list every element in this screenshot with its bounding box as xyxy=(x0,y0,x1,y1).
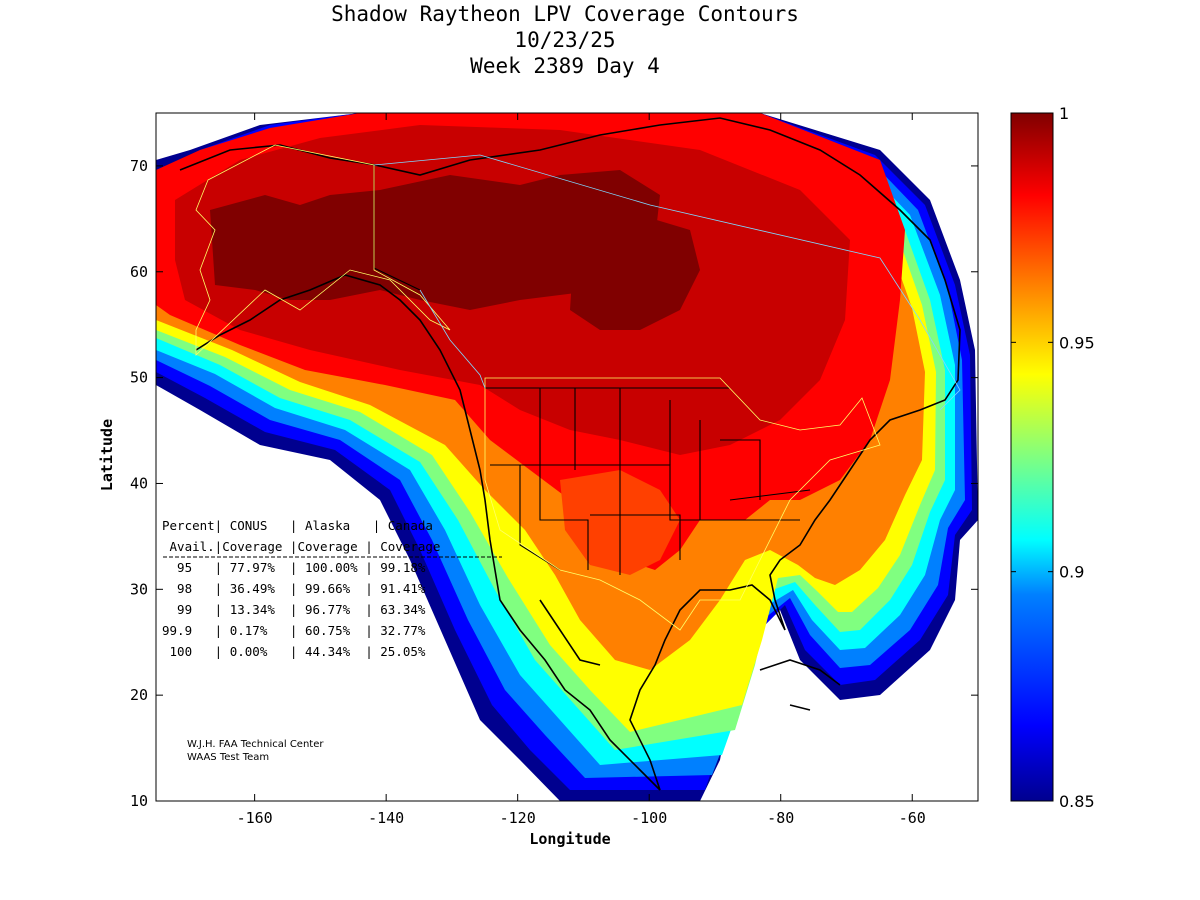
contour-1.0 xyxy=(210,170,660,310)
credit-line-2: WAAS Test Team xyxy=(187,752,269,763)
credit-line-1: W.J.H. FAA Technical Center xyxy=(187,739,324,750)
y-tick-label: 30 xyxy=(130,580,148,598)
contour-1.0-east xyxy=(570,215,700,330)
table-row: 99.9 | 0.17% | 60.75% | 32.77% xyxy=(162,623,426,638)
colorbar-tick-label: 0.9 xyxy=(1059,563,1084,582)
y-axis: 10 20 30 40 50 60 70 xyxy=(130,157,978,810)
colorbar-tick-label: 1 xyxy=(1059,104,1069,123)
coastlines xyxy=(179,117,961,791)
table-row: 99 | 13.34% | 96.77% | 63.34% xyxy=(162,602,426,617)
table-row: 95 | 77.97% | 100.00% | 99.18% xyxy=(162,560,426,575)
x-tick-label: -100 xyxy=(631,809,667,827)
coverage-contours xyxy=(156,113,978,801)
x-tick-label: -120 xyxy=(500,809,536,827)
x-tick-label: -80 xyxy=(767,809,794,827)
y-tick-label: 70 xyxy=(130,157,148,175)
title-week: Week 2389 Day 4 xyxy=(470,54,660,78)
title-date: 10/23/25 xyxy=(514,28,616,52)
title-line-1: Shadow Raytheon LPV Coverage Contours xyxy=(331,2,799,26)
fir-outlines xyxy=(373,154,961,411)
y-tick-label: 40 xyxy=(130,474,148,492)
x-tick-label: -140 xyxy=(368,809,404,827)
y-tick-label: 20 xyxy=(130,686,148,704)
x-tick-label: -160 xyxy=(237,809,273,827)
table-header-1: Percent| CONUS | Alaska | Canada xyxy=(162,518,433,533)
colorbar xyxy=(1010,112,1054,802)
table-header-2: Avail.|Coverage |Coverage | Coverage xyxy=(162,539,440,554)
y-axis-label: Latitude xyxy=(98,419,116,491)
colorbar-tick-label: 0.85 xyxy=(1059,792,1095,811)
table-row: 100 | 0.00% | 44.34% | 25.05% xyxy=(162,644,426,659)
colorbar-ticks: 1 0.95 0.9 0.85 xyxy=(1011,104,1095,811)
x-axis-label: Longitude xyxy=(529,830,610,848)
y-tick-label: 50 xyxy=(130,369,148,387)
y-tick-label: 60 xyxy=(130,263,148,281)
coverage-table: Percent| CONUS | Alaska | Canada Avail.|… xyxy=(162,518,502,659)
y-tick-label: 10 xyxy=(130,792,148,810)
region-outlines xyxy=(195,144,881,631)
x-tick-label: -60 xyxy=(899,809,926,827)
plot-frame xyxy=(155,112,979,802)
x-axis: -160 -140 -120 -100 -80 -60 xyxy=(237,113,926,827)
colorbar-tick-label: 0.95 xyxy=(1059,333,1095,352)
table-row: 98 | 36.49% | 99.66% | 91.41% xyxy=(162,581,426,596)
